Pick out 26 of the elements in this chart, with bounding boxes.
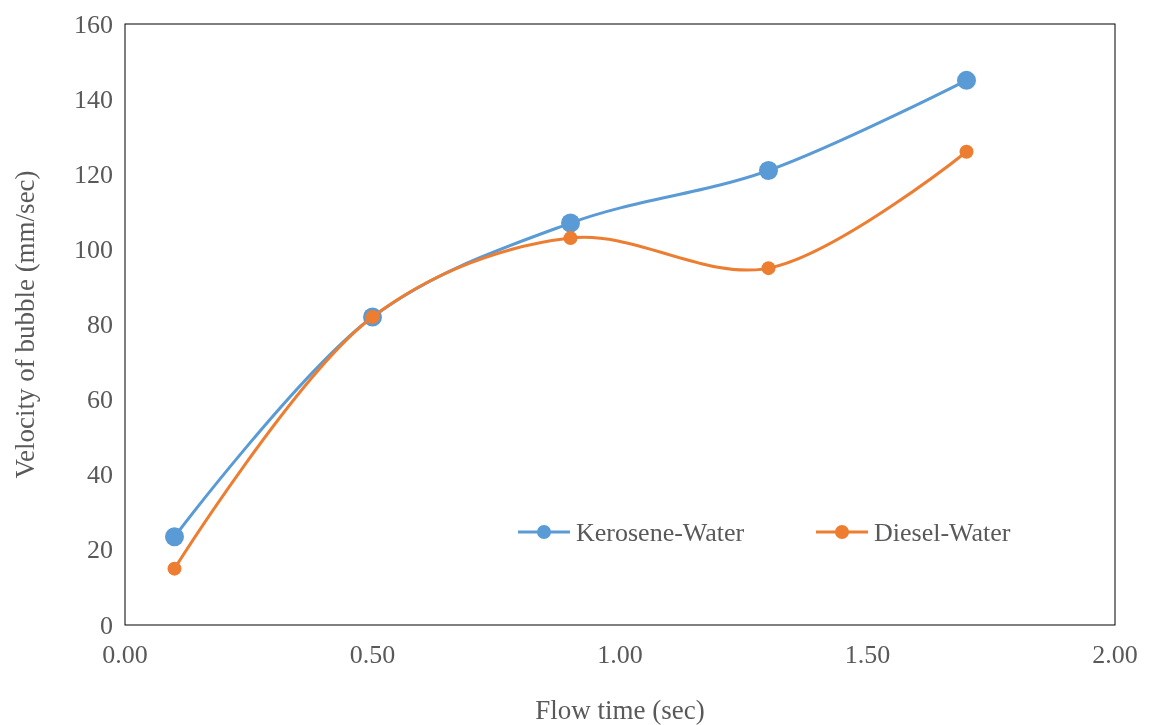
point [167, 561, 182, 576]
x-axis-title: Flow time (sec) [535, 695, 705, 725]
y-tick-label: 100 [74, 234, 113, 264]
y-tick-label: 60 [87, 385, 113, 415]
legend-label: Diesel-Water [874, 517, 1011, 547]
legend-label: Kerosene-Water [576, 517, 745, 547]
x-tick-label: 0.50 [349, 640, 396, 669]
y-tick-label: 40 [87, 460, 113, 490]
y-tick-label: 160 [74, 9, 113, 39]
point [759, 160, 778, 180]
point [165, 527, 184, 547]
point [761, 261, 776, 276]
x-tick-label: 1.00 [597, 640, 643, 669]
y-tick-label: 20 [87, 535, 113, 565]
y-tick-label: 120 [74, 159, 113, 189]
y-axis-title: Velocity of bubble (mm/sec) [10, 170, 40, 479]
point [959, 144, 974, 159]
y-tick-label: 140 [74, 84, 113, 114]
point [957, 70, 976, 90]
y-tick-label: 80 [87, 310, 113, 339]
y-tick-label: 0 [100, 610, 113, 640]
x-tick-label: 0.00 [102, 640, 148, 669]
x-tick-label: 2.00 [1092, 640, 1138, 669]
point [561, 213, 580, 233]
x-tick-label: 1.50 [844, 640, 891, 669]
point [563, 231, 578, 246]
